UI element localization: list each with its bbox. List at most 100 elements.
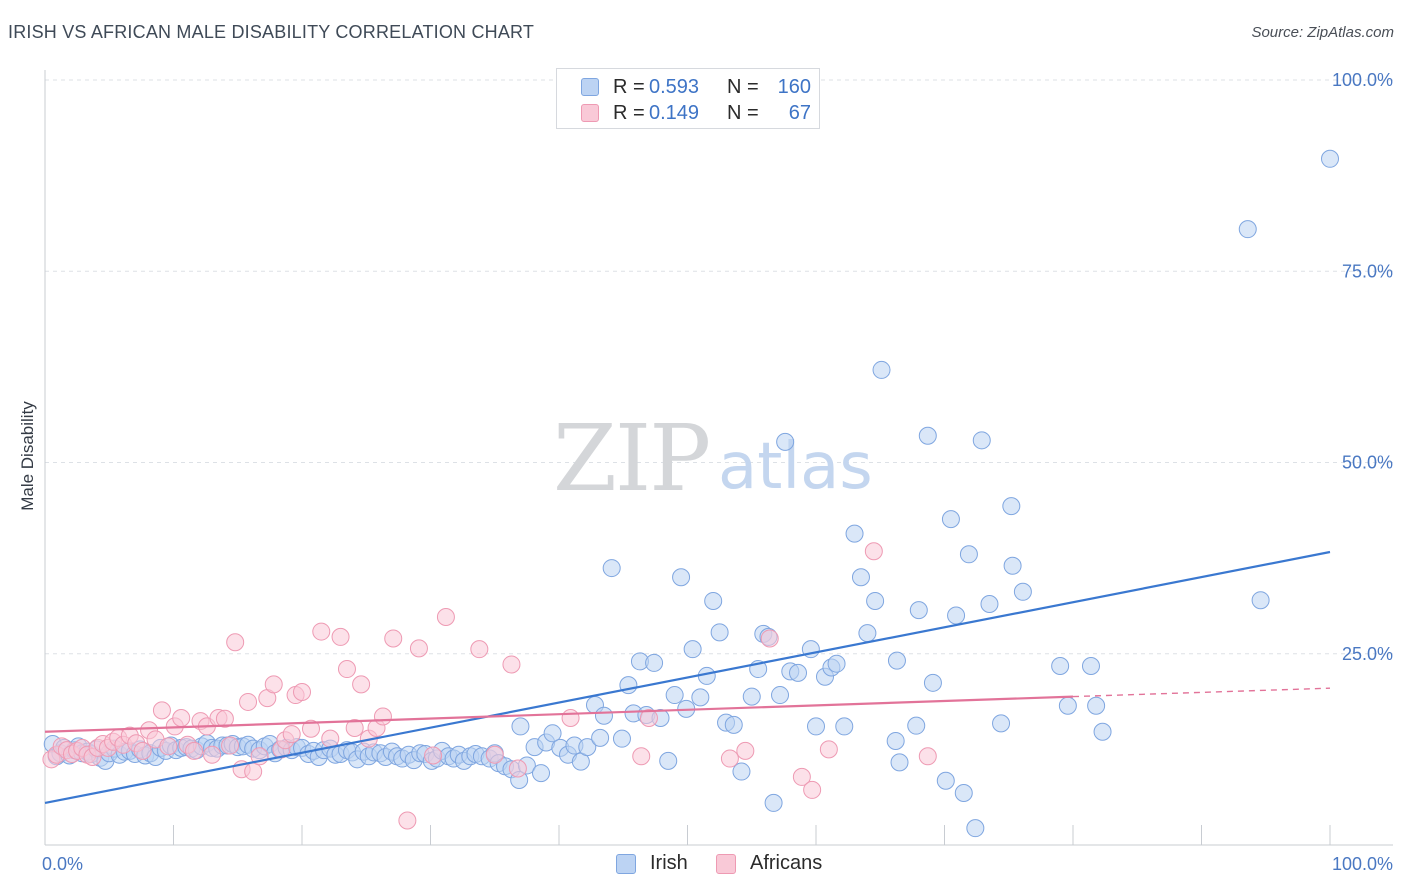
africans-point (282, 725, 301, 744)
irish-point (594, 706, 613, 725)
africans-point (159, 737, 178, 756)
africans-point (345, 718, 364, 737)
legend-r-label: R = (613, 101, 645, 124)
trend-lines (44, 550, 1331, 805)
x-tick-label: 100.0% (1332, 854, 1393, 874)
africans-point (331, 627, 350, 646)
africans-point (632, 747, 651, 766)
irish-point (532, 764, 551, 783)
irish-point (966, 819, 985, 838)
irish-point (980, 595, 999, 614)
legend-row-africans: R = 0.149 N = 67 (581, 100, 811, 126)
bottom-legend-swatch-irish (616, 853, 636, 874)
africans-point (221, 736, 240, 755)
africans-point (424, 746, 443, 765)
irish-point (923, 673, 942, 692)
y-tick-label: 25.0% (1342, 644, 1393, 664)
tick-labels: 25.0% 50.0% 75.0% 100.0% 0.0% 100.0% (42, 70, 1393, 874)
bottom-legend-irish: Irish (616, 852, 688, 875)
irish-point (1093, 722, 1112, 741)
irish-point (851, 568, 870, 587)
africans-point (864, 542, 883, 561)
irish-point (872, 360, 891, 379)
africans-point (264, 675, 283, 694)
bottom-legend: Irish Africans (0, 852, 1406, 876)
irish-point (959, 545, 978, 564)
grid-lines (45, 79, 1393, 655)
y-tick-label: 50.0% (1342, 453, 1393, 473)
irish-point (918, 426, 937, 445)
irish-point (665, 686, 684, 705)
legend-r-value: 0.149 (649, 101, 700, 124)
irish-point (1087, 696, 1106, 715)
africans-point (373, 707, 392, 726)
africans-point (352, 675, 371, 694)
africans-point (215, 709, 234, 728)
africans-point (792, 767, 811, 786)
legend-n-label: N = (727, 75, 759, 98)
irish-point (659, 751, 678, 770)
africans-point (436, 608, 455, 627)
africans-point (508, 759, 527, 778)
irish-point (1003, 556, 1022, 575)
irish-point (947, 606, 966, 625)
africans-point (470, 640, 489, 659)
irish-point (704, 591, 723, 610)
irish-point (866, 591, 885, 610)
irish-point (845, 524, 864, 543)
africans-point (384, 629, 403, 648)
irish-point (807, 717, 825, 736)
bottom-legend-label-africans: Africans (750, 852, 823, 874)
africans-point (152, 701, 171, 720)
irish-point (591, 728, 610, 747)
irish-point (776, 432, 795, 451)
africans-point (736, 741, 755, 760)
africans-point (226, 633, 245, 652)
irish-point (1238, 220, 1257, 239)
irish-point (941, 510, 960, 529)
irish-point (691, 688, 710, 707)
irish-point (858, 624, 877, 643)
irish-point (887, 651, 906, 670)
irish-point (1013, 582, 1032, 601)
africans-point (203, 745, 222, 764)
irish-point (1251, 591, 1270, 610)
africans-point (293, 683, 311, 701)
africans-point (172, 709, 191, 728)
irish-point (886, 731, 905, 750)
africans-point (133, 741, 152, 760)
irish-point (683, 640, 702, 659)
africans-point (185, 741, 204, 760)
irish-point (1321, 149, 1339, 168)
bottom-legend-swatch-africans (716, 853, 736, 874)
chart-title: IRISH VS AFRICAN MALE DISABILITY CORRELA… (8, 22, 535, 42)
africans-point (312, 622, 331, 641)
legend-row-irish: R = 0.593 N = 160 (581, 74, 811, 100)
irish-point (789, 663, 808, 682)
irish-point (1051, 656, 1070, 675)
x-tick-label: 0.0% (42, 854, 83, 874)
irish-trend-line (44, 550, 1331, 805)
irish-point (1002, 497, 1021, 516)
africans-point (918, 747, 937, 766)
irish-point (710, 623, 729, 642)
y-tick-label: 75.0% (1342, 261, 1393, 281)
irish-point (543, 724, 562, 743)
africans-point (720, 749, 739, 768)
africans-point (639, 709, 658, 728)
africans-point (561, 709, 580, 728)
irish-point (732, 762, 751, 781)
africans-point (819, 740, 838, 759)
irish-point (612, 729, 631, 748)
irish-point (511, 717, 530, 736)
africans-point (803, 780, 822, 799)
irish-point (742, 687, 761, 706)
irish-point (954, 783, 973, 802)
irish-point (602, 559, 621, 578)
africans-point (239, 692, 258, 711)
bottom-legend-africans: Africans (716, 852, 822, 875)
legend-n-value: 160 (777, 75, 811, 98)
africans-point (337, 660, 356, 679)
axes (44, 70, 1393, 846)
